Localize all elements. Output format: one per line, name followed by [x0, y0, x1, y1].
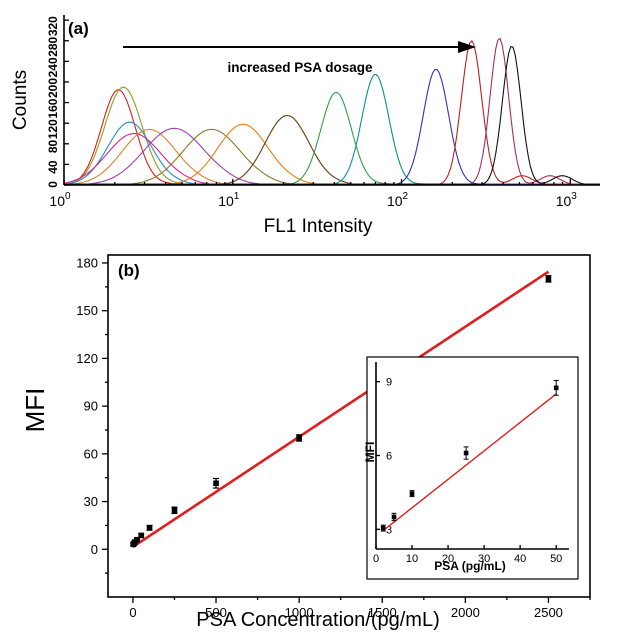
inset-frame: [366, 356, 579, 580]
y-tick-label: 320: [46, 16, 60, 36]
counts-axis-label: Counts: [10, 70, 31, 130]
data-point: [545, 276, 552, 282]
x-tick-label: 101: [218, 191, 240, 209]
data-point: [138, 532, 145, 539]
panel-a-label: (a): [68, 19, 89, 38]
data-point: [146, 525, 153, 531]
inset-y-tick-label: 6: [386, 451, 392, 463]
inset-x-tick-label: 40: [514, 553, 526, 565]
y-tick-label: 200: [46, 78, 60, 98]
data-point: [171, 507, 178, 514]
fit-line: [132, 270, 550, 548]
inset-plot: [380, 379, 559, 532]
panel-b-plot: [130, 270, 552, 548]
panel-b-frame: [107, 254, 591, 598]
y-tick-label: 240: [46, 57, 60, 77]
y-tick-label: 280: [46, 36, 60, 56]
y-tick-label: 60: [84, 446, 98, 461]
y-tick-label: 180: [76, 255, 98, 270]
inset-x-tick-label: 20: [442, 553, 454, 565]
inset-data-point: [391, 514, 397, 520]
y-tick-label: 0: [46, 181, 60, 188]
inset-data-point: [380, 525, 386, 531]
inset-mfi-label: MFI: [363, 442, 377, 463]
y-tick-label: 120: [46, 119, 60, 139]
x-tick-label: 1500: [368, 605, 397, 620]
y-tick-label: 90: [84, 399, 98, 414]
fl1-axis-label: FL1 Intensity: [264, 216, 373, 237]
inset-y-tick-label: 3: [386, 524, 392, 536]
dosage-arrow-head: [458, 41, 476, 53]
y-tick-label: 80: [46, 139, 60, 153]
y-tick-label: 0: [91, 542, 98, 557]
data-point: [213, 480, 219, 487]
x-tick-label: 102: [387, 191, 409, 209]
psa-concentration-axis-label: PSA Concentration/(pg/mL): [196, 609, 439, 631]
x-tick-label: 103: [556, 191, 578, 209]
y-tick-label: 160: [46, 98, 60, 118]
x-tick-label: 100: [49, 191, 71, 209]
x-tick-label: 2500: [534, 605, 563, 620]
inset-fit-line: [382, 393, 557, 532]
inset-x-tick-label: 50: [550, 553, 562, 565]
inset-x-tick-label: 10: [406, 553, 418, 565]
mfi-axis-label: MFI: [20, 388, 50, 433]
y-tick-label: 120: [76, 351, 98, 366]
inset-psa-label: PSA (pg/mL): [434, 559, 506, 573]
panel-a-axes-frame: [63, 15, 600, 186]
inset-x-tick-label: 30: [478, 553, 490, 565]
annotation-text: increased PSA dosage: [227, 60, 373, 75]
panel-b-label: (b): [118, 261, 140, 280]
x-tick-label: 0: [129, 605, 136, 620]
y-tick-label: 40: [46, 160, 60, 174]
y-tick-label: 150: [76, 303, 98, 318]
inset-x-tick-label: 0: [373, 553, 379, 565]
inset-data-point: [409, 491, 415, 496]
inset-data-point: [553, 385, 559, 391]
x-tick-label: 500: [205, 605, 227, 620]
data-point: [134, 536, 140, 543]
inset-y-tick-label: 9: [386, 377, 392, 389]
inset-ticks: 3 6 9 0 10 20 30 40 50: [373, 362, 569, 565]
x-tick-label: 1000: [285, 605, 314, 620]
inset-data-point: [463, 450, 469, 456]
data-point: [296, 435, 302, 441]
y-tick-label: 30: [84, 494, 98, 509]
x-tick-label: 2000: [451, 605, 480, 620]
